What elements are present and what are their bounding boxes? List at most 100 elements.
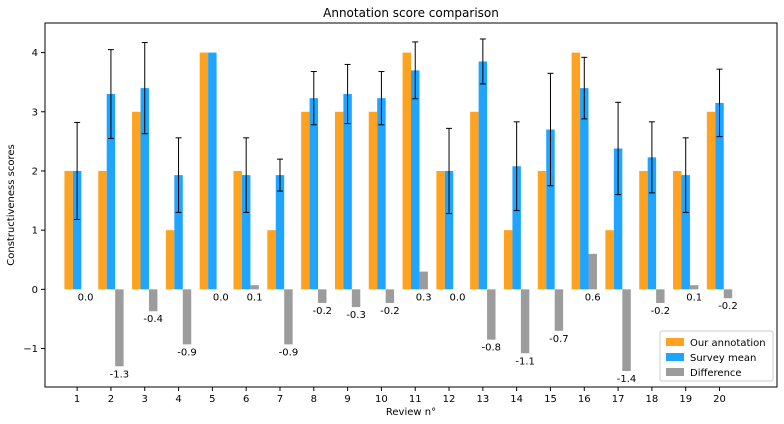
x-tick-label-3: 3 bbox=[142, 394, 148, 405]
y-axis-label: Constructiveness scores bbox=[6, 144, 17, 265]
bar-our-annotation-8 bbox=[301, 111, 310, 290]
bar-survey-mean-18 bbox=[647, 157, 657, 290]
difference-label-17: -1.4 bbox=[617, 374, 637, 385]
bar-survey-mean-16 bbox=[580, 88, 589, 290]
y-tick-label-3: 3 bbox=[32, 107, 38, 118]
x-tick-label-13: 13 bbox=[476, 394, 489, 405]
y-tick-label-0: 0 bbox=[32, 285, 38, 296]
x-tick-label-18: 18 bbox=[646, 394, 659, 405]
bar-survey-mean-1 bbox=[72, 170, 82, 290]
bar-survey-mean-8 bbox=[309, 98, 319, 290]
bar-survey-mean-15 bbox=[546, 129, 555, 290]
legend-label-survey-mean: Survey mean bbox=[690, 353, 756, 364]
bar-our-annotation-5 bbox=[199, 52, 209, 290]
bar-survey-mean-19 bbox=[681, 175, 690, 290]
bar-our-annotation-17 bbox=[605, 230, 614, 290]
bar-survey-mean-17 bbox=[613, 148, 623, 290]
bar-difference-16 bbox=[588, 253, 597, 290]
bar-our-annotation-10 bbox=[368, 111, 378, 290]
difference-label-4: -0.9 bbox=[177, 347, 197, 358]
bar-difference-13 bbox=[487, 289, 496, 340]
bar-difference-11 bbox=[419, 271, 428, 290]
difference-label-16: 0.6 bbox=[585, 292, 601, 303]
bar-survey-mean-12 bbox=[444, 170, 454, 290]
chart-title: Annotation score comparison bbox=[323, 6, 499, 20]
x-tick-label-6: 6 bbox=[243, 394, 249, 405]
difference-label-13: -0.8 bbox=[482, 343, 502, 354]
x-tick-label-7: 7 bbox=[277, 394, 283, 405]
difference-labels-layer: 0.0 -1.3 -0.4 -0.9 0.0 0.1 -0.9 -0.2 -0.3 -0.2 0.3… bbox=[78, 292, 738, 385]
bar-survey-mean-20 bbox=[715, 102, 724, 290]
bar-our-annotation-12 bbox=[436, 170, 445, 290]
bar-our-annotation-1 bbox=[64, 170, 73, 290]
y-tick-label--1: −1 bbox=[23, 344, 38, 355]
bar-difference-2 bbox=[115, 289, 124, 367]
x-axis-label: Review n° bbox=[386, 407, 436, 418]
bar-difference-9 bbox=[351, 289, 361, 308]
bar-difference-8 bbox=[318, 289, 327, 303]
bar-our-annotation-16 bbox=[571, 52, 581, 290]
bar-our-annotation-13 bbox=[470, 111, 479, 290]
x-tick-label-15: 15 bbox=[544, 394, 557, 405]
bar-our-annotation-9 bbox=[334, 111, 344, 290]
x-tick-label-20: 20 bbox=[713, 394, 726, 405]
x-tick-label-10: 10 bbox=[375, 394, 388, 405]
difference-label-3: -0.4 bbox=[143, 314, 163, 325]
bar-survey-mean-6 bbox=[241, 175, 251, 290]
difference-label-15: -0.7 bbox=[549, 334, 569, 345]
bar-difference-10 bbox=[385, 289, 395, 303]
bar-difference-20 bbox=[723, 289, 733, 299]
difference-label-9: -0.3 bbox=[346, 310, 366, 321]
legend: Our annotation Survey mean Difference bbox=[659, 330, 774, 382]
bar-our-annotation-2 bbox=[98, 170, 107, 290]
x-tick-label-16: 16 bbox=[578, 394, 591, 405]
legend-box bbox=[659, 330, 774, 382]
bars-layer bbox=[64, 52, 733, 372]
bar-survey-mean-2 bbox=[106, 94, 116, 290]
x-tick-label-17: 17 bbox=[612, 394, 625, 405]
difference-label-14: -1.1 bbox=[515, 356, 535, 367]
bar-difference-15 bbox=[554, 289, 564, 331]
bar-our-annotation-19 bbox=[673, 170, 682, 290]
difference-label-7: -0.9 bbox=[279, 347, 299, 358]
bar-our-annotation-6 bbox=[233, 170, 242, 290]
bar-difference-19 bbox=[689, 285, 699, 290]
y-tick-label-1: 1 bbox=[32, 226, 38, 237]
difference-label-1: 0.0 bbox=[78, 292, 94, 303]
x-tick-label-14: 14 bbox=[510, 394, 523, 405]
bar-survey-mean-13 bbox=[478, 61, 488, 290]
bar-survey-mean-9 bbox=[343, 94, 352, 290]
bar-survey-mean-7 bbox=[275, 175, 285, 290]
x-tick-label-2: 2 bbox=[108, 394, 114, 405]
bar-difference-14 bbox=[520, 289, 530, 354]
difference-label-2: -1.3 bbox=[110, 369, 130, 380]
difference-label-12: 0.0 bbox=[450, 292, 466, 303]
bar-difference-7 bbox=[284, 289, 293, 345]
bar-survey-mean-3 bbox=[140, 88, 149, 290]
legend-label-our-annotation: Our annotation bbox=[690, 338, 766, 349]
difference-label-19: 0.1 bbox=[686, 292, 702, 303]
difference-label-18: -0.2 bbox=[651, 306, 671, 317]
x-tick-label-12: 12 bbox=[443, 394, 456, 405]
error-bars-layer bbox=[74, 38, 723, 221]
difference-label-5: 0.0 bbox=[213, 292, 229, 303]
bar-survey-mean-4 bbox=[174, 175, 183, 290]
x-tick-label-11: 11 bbox=[409, 394, 422, 405]
legend-swatch-our-annotation bbox=[666, 338, 684, 346]
bar-our-annotation-14 bbox=[503, 230, 513, 290]
bar-survey-mean-5 bbox=[208, 52, 217, 290]
bar-difference-4 bbox=[182, 289, 192, 345]
difference-label-8: -0.2 bbox=[312, 306, 332, 317]
x-tick-label-4: 4 bbox=[175, 394, 181, 405]
bar-survey-mean-10 bbox=[377, 98, 386, 290]
bar-difference-6 bbox=[250, 285, 259, 290]
x-tick-label-8: 8 bbox=[311, 394, 317, 405]
x-tick-label-19: 19 bbox=[679, 394, 692, 405]
bar-our-annotation-18 bbox=[639, 170, 648, 290]
legend-swatch-difference bbox=[666, 368, 684, 376]
difference-label-10: -0.2 bbox=[380, 306, 400, 317]
bar-our-annotation-4 bbox=[165, 230, 175, 290]
plot-frame bbox=[44, 22, 778, 388]
